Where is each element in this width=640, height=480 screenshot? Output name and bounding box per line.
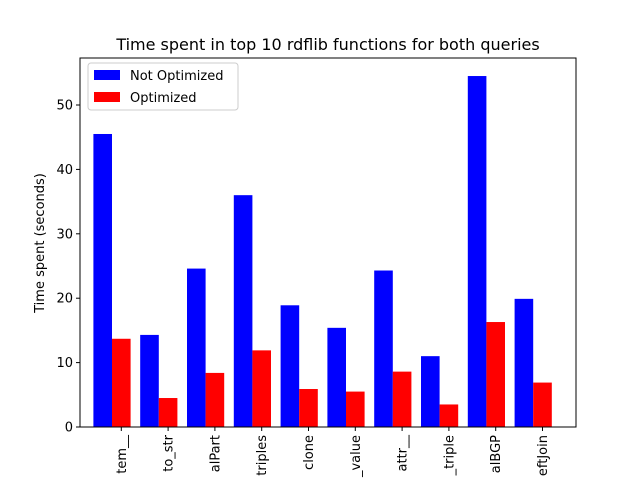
x-tick-label-2: alPart (208, 435, 223, 472)
bar-optimized-8 (486, 322, 505, 427)
y-tick-label-2: 20 (56, 292, 73, 307)
legend-label-0: Not Optimized (130, 69, 223, 84)
bar-optimized-0 (112, 338, 131, 427)
y-tick-label-0: 0 (65, 421, 73, 436)
legend: Not Optimized Optimized (87, 62, 239, 111)
bar-not-optimized-7 (421, 356, 440, 427)
legend-swatch-1 (94, 92, 120, 102)
bar-optimized-3 (252, 350, 271, 427)
bar-optimized-9 (533, 382, 552, 427)
y-tick-label-4: 40 (56, 163, 73, 178)
bar-optimized-5 (346, 391, 365, 427)
bar-optimized-4 (299, 389, 318, 427)
bar-optimized-7 (439, 404, 459, 427)
x-tick-label-9: eftJoin (536, 435, 551, 476)
x-axis: tem__ to_str alPart triples clone _value attr_… (115, 427, 551, 478)
bar-optimized-2 (205, 372, 225, 427)
bar-not-optimized-0 (93, 133, 112, 428)
plot-area-frame (79, 57, 577, 428)
x-tick-label-3: triples (255, 435, 270, 476)
bar-not-optimized-4 (280, 305, 300, 427)
x-tick-label-6: attr__ (396, 435, 411, 472)
bar-optimized-6 (392, 371, 412, 427)
x-tick-label-8: alBGP (489, 435, 504, 473)
y-axis: 0 10 20 30 40 50 (56, 99, 80, 436)
legend-swatch-0 (94, 70, 120, 80)
y-tick-label-5: 50 (56, 99, 73, 114)
bar-not-optimized-9 (514, 298, 534, 427)
y-tick-label-3: 30 (56, 227, 73, 242)
x-tick-label-1: to_str (162, 434, 177, 471)
legend-box (87, 62, 239, 111)
bar-optimized-1 (158, 398, 178, 427)
x-tick-label-0: tem__ (115, 435, 130, 474)
legend-label-1: Optimized (130, 91, 197, 106)
bar-not-optimized-2 (187, 268, 206, 427)
bar-not-optimized-8 (467, 76, 487, 427)
bar-not-optimized-6 (374, 270, 393, 427)
x-tick-label-7: _triple (442, 435, 457, 476)
y-axis-label: Time spent (seconds) (33, 173, 48, 314)
bar-not-optimized-1 (140, 334, 159, 427)
bar-not-optimized-3 (233, 195, 253, 427)
chart-title: Time spent in top 10 rdflib functions fo… (115, 35, 539, 54)
bars-group (93, 76, 552, 428)
bar-not-optimized-5 (327, 327, 346, 427)
y-tick-label-1: 10 (56, 356, 73, 371)
x-tick-label-4: clone (302, 435, 317, 470)
x-tick-label-5: _value (349, 435, 364, 478)
